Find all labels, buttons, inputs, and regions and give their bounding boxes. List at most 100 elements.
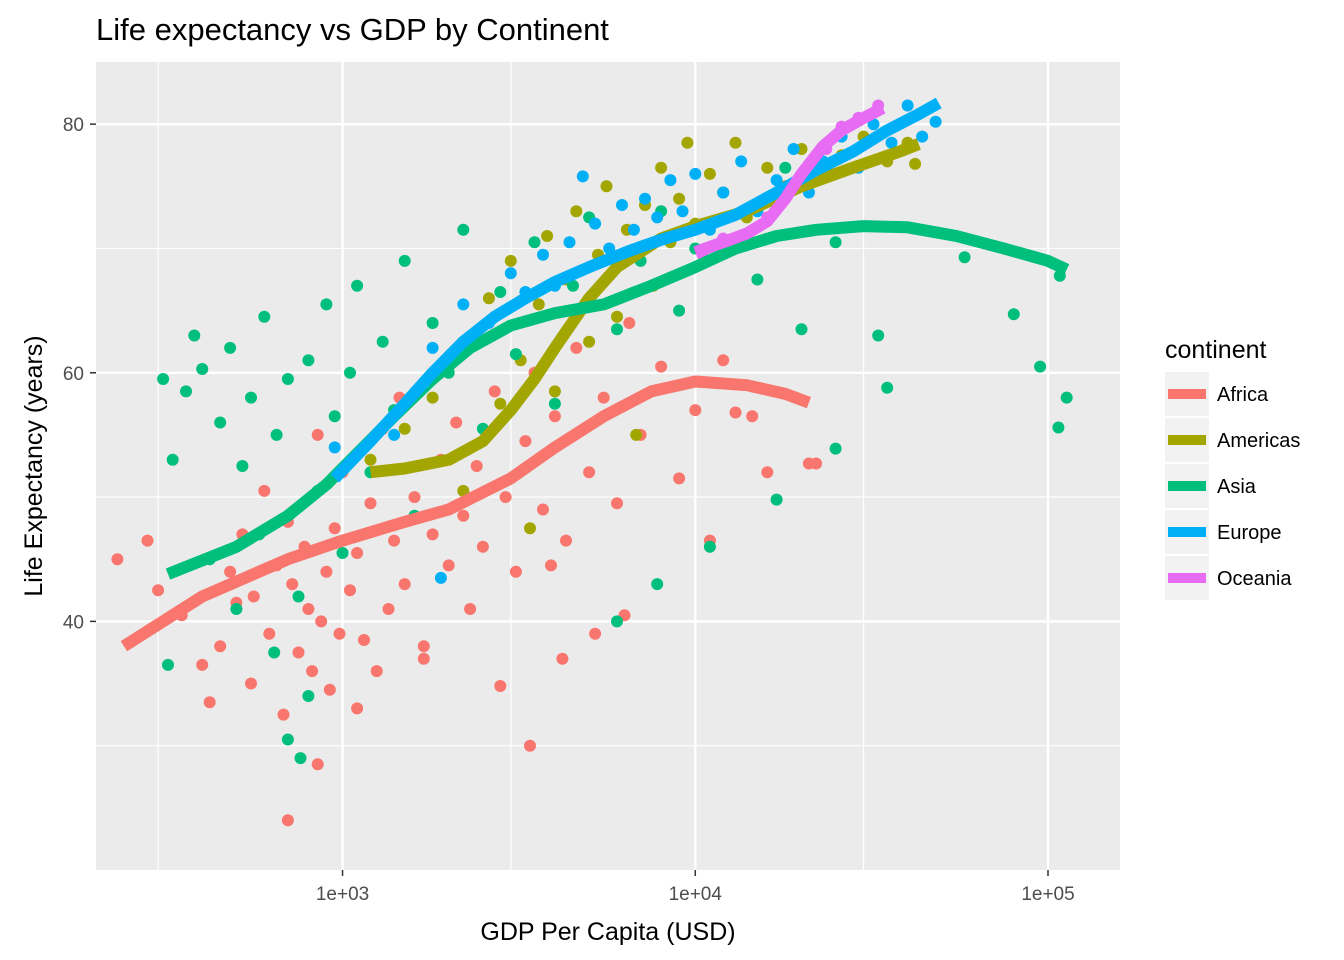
point-asia	[1034, 360, 1047, 373]
point-asia	[779, 161, 792, 174]
point-asia	[770, 493, 783, 506]
point-africa	[141, 534, 154, 547]
legend-label-asia: Asia	[1217, 476, 1257, 498]
point-asia	[673, 304, 686, 317]
point-europe	[563, 236, 576, 249]
point-asia	[166, 453, 179, 466]
point-africa	[351, 547, 364, 559]
point-africa	[499, 491, 512, 504]
point-africa	[717, 354, 730, 367]
point-africa	[358, 634, 370, 646]
point-africa	[476, 540, 489, 553]
point-europe	[664, 174, 677, 187]
point-asia	[528, 236, 541, 249]
point-africa	[333, 627, 346, 640]
point-asia	[281, 733, 294, 746]
point-asia	[188, 329, 201, 342]
point-africa	[509, 565, 522, 578]
plot-panel	[96, 62, 1120, 870]
point-asia	[958, 251, 971, 264]
x-tick-label: 1e+05	[1021, 884, 1074, 905]
point-europe	[651, 211, 664, 224]
point-americas	[630, 428, 643, 441]
point-asia	[245, 391, 257, 404]
point-asia	[872, 329, 885, 342]
y-tick-label: 80	[63, 115, 84, 136]
point-africa	[320, 565, 333, 578]
point-africa	[761, 466, 774, 479]
point-asia	[236, 460, 249, 472]
point-africa	[570, 341, 583, 354]
point-europe	[901, 99, 914, 112]
point-africa	[328, 522, 341, 535]
point-asia	[1060, 391, 1073, 404]
point-americas	[548, 385, 561, 398]
point-asia	[351, 279, 364, 292]
point-europe	[589, 217, 602, 230]
point-europe	[787, 143, 800, 155]
point-africa	[323, 683, 336, 696]
point-africa	[729, 406, 742, 419]
point-europe	[576, 170, 589, 183]
point-africa	[457, 509, 470, 522]
point-europe	[885, 136, 898, 149]
point-asia	[214, 416, 227, 429]
point-asia	[320, 298, 333, 311]
point-africa	[286, 578, 299, 591]
point-asia	[294, 752, 307, 765]
point-africa	[673, 472, 686, 485]
point-asia	[162, 658, 174, 671]
point-asia	[494, 286, 507, 298]
point-asia	[180, 385, 192, 398]
point-europe	[616, 199, 628, 211]
point-asia	[1052, 421, 1065, 434]
point-asia	[567, 279, 579, 292]
point-europe	[717, 186, 730, 199]
point-europe	[770, 174, 783, 187]
point-americas	[909, 157, 922, 170]
point-africa	[152, 584, 165, 597]
point-africa	[311, 758, 324, 771]
trend-line-americas	[369, 138, 921, 479]
point-americas	[761, 161, 774, 174]
point-europe	[426, 341, 439, 354]
point-africa	[214, 640, 227, 653]
point-africa	[277, 708, 290, 721]
point-asia	[1007, 308, 1020, 321]
point-europe	[867, 118, 880, 131]
point-europe	[676, 205, 689, 218]
point-americas	[532, 298, 545, 311]
point-africa	[470, 460, 483, 472]
point-asia	[157, 373, 170, 385]
point-americas	[494, 397, 507, 410]
point-africa	[258, 484, 271, 497]
trend-lines	[120, 97, 1070, 652]
point-africa	[364, 497, 377, 510]
x-axis-title: GDP Per Capita (USD)	[480, 918, 735, 946]
point-americas	[482, 292, 495, 305]
point-americas	[570, 205, 583, 218]
point-americas	[583, 335, 596, 348]
point-asia	[751, 273, 764, 286]
point-asia	[703, 540, 716, 553]
point-asia	[258, 310, 271, 323]
point-asia	[795, 323, 808, 336]
point-asia	[426, 317, 439, 329]
point-europe	[434, 571, 447, 584]
y-axis-title: Life Expectancy (years)	[20, 335, 48, 596]
point-americas	[681, 136, 694, 149]
legend-label-europe: Europe	[1217, 522, 1282, 544]
point-asia	[196, 363, 209, 375]
point-asia	[230, 603, 243, 615]
trend-line-europe	[330, 97, 942, 483]
point-africa	[655, 360, 668, 373]
point-asia	[302, 690, 315, 702]
point-africa	[263, 627, 276, 640]
point-africa	[583, 466, 596, 479]
trend-line-africa	[120, 375, 811, 652]
point-africa	[810, 457, 823, 470]
point-asia	[224, 341, 237, 354]
point-africa	[426, 528, 439, 541]
point-europe	[639, 192, 651, 205]
point-americas	[703, 167, 716, 180]
